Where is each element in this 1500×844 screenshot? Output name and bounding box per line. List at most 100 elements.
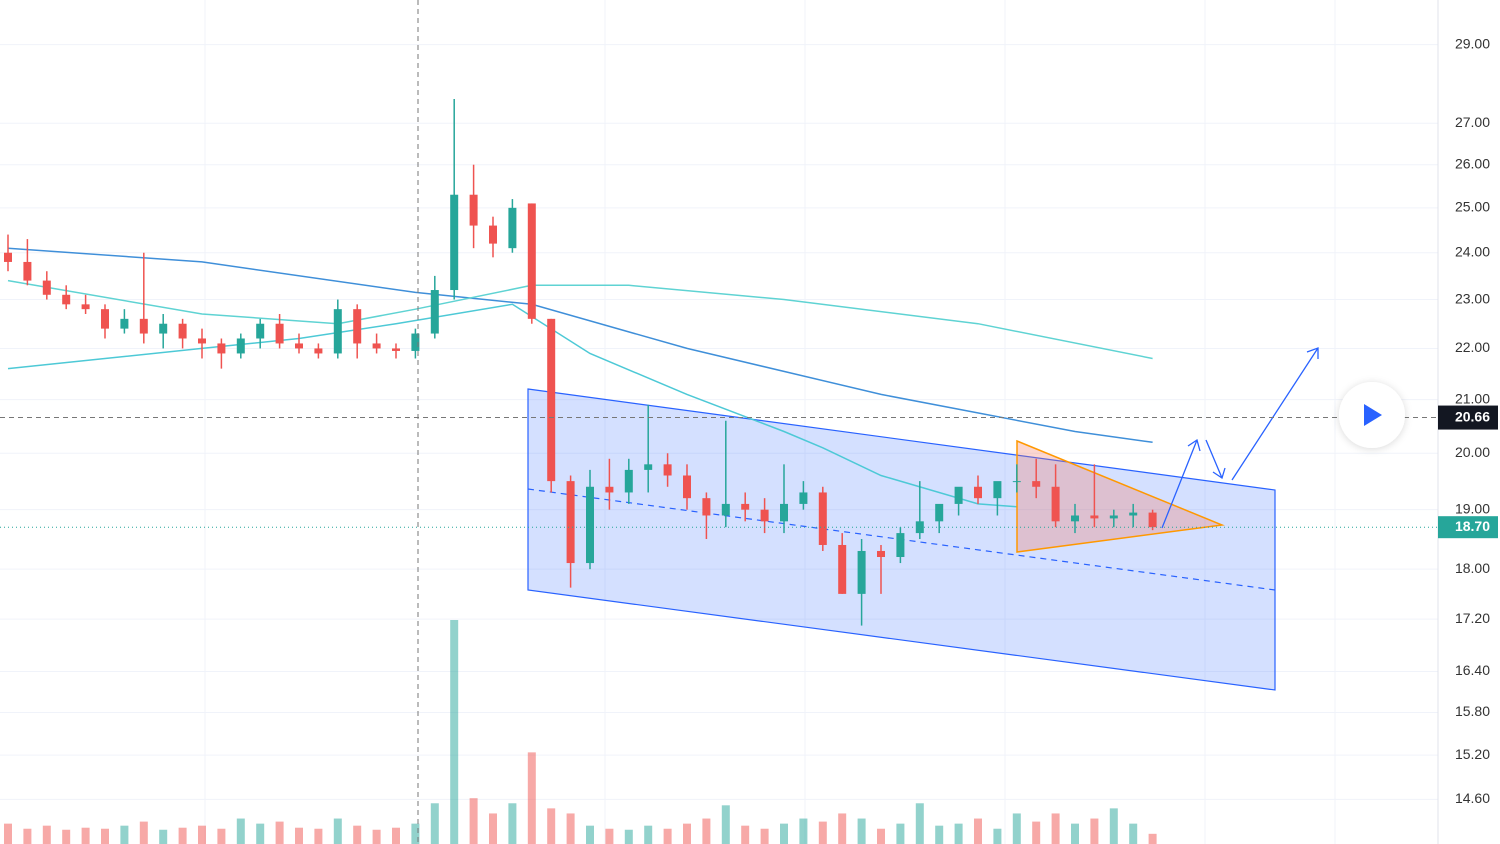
y-tick-label: 23.00	[1455, 290, 1490, 306]
candle-body	[974, 486, 982, 499]
candle-body	[508, 207, 517, 249]
volume-bar	[915, 803, 924, 844]
volume-bar	[198, 825, 206, 844]
volume-bar	[644, 825, 653, 844]
candle-body	[760, 509, 769, 522]
volume-bar	[430, 803, 439, 844]
candle-body	[780, 503, 788, 522]
volume-bar	[547, 808, 556, 844]
candle-body	[877, 550, 885, 558]
volume-bar	[1109, 808, 1118, 844]
candle-body	[527, 203, 536, 319]
candle-body	[1032, 481, 1041, 487]
candle-body	[120, 318, 129, 329]
volume-bar	[974, 818, 982, 844]
volume-bar	[139, 821, 148, 844]
volume-bar	[1148, 833, 1157, 844]
candle-body	[663, 464, 672, 476]
arrow-head	[1187, 438, 1201, 452]
axis-labels: 29.00 27.00 26.00 25.00 24.00 23.00 22.00 21.00…	[1455, 35, 1490, 806]
volume-bar	[702, 818, 711, 844]
candle-body	[993, 481, 1002, 499]
candle-body	[838, 544, 847, 594]
volume	[4, 620, 1157, 844]
volume-bar	[721, 805, 730, 844]
y-tick-label: 19.00	[1455, 500, 1490, 516]
volume-bar	[877, 828, 885, 844]
volume-bar	[333, 818, 342, 844]
volume-bar	[605, 828, 614, 844]
volume-bar	[857, 818, 866, 844]
arrow	[1231, 347, 1319, 481]
candle-body	[1051, 486, 1060, 522]
candle-body	[566, 481, 575, 564]
volume-bar	[935, 825, 944, 844]
y-tick-label: 21.00	[1455, 390, 1490, 406]
candle-body	[450, 194, 459, 291]
volume-bar	[450, 620, 459, 844]
y-tick-label: 20.00	[1455, 444, 1490, 460]
volume-bar	[1032, 821, 1041, 844]
volume-bar	[81, 827, 90, 844]
y-tick-label: 15.80	[1455, 703, 1490, 719]
candle-body	[178, 323, 187, 339]
volume-bar	[101, 828, 109, 844]
candle-body	[23, 261, 32, 281]
volume-bar	[1071, 823, 1079, 844]
candle-body	[935, 503, 944, 522]
crosshair-price-label: 20.66	[1455, 408, 1490, 424]
y-tick-label: 16.40	[1455, 662, 1490, 678]
crosshair-price-box	[1438, 405, 1498, 430]
arrow-head	[1212, 467, 1226, 480]
volume-bar	[217, 828, 226, 844]
candle-body	[683, 475, 691, 499]
candle-body	[799, 492, 808, 504]
volume-bar	[624, 829, 633, 844]
candle-body	[392, 348, 400, 351]
y-tick-label: 18.00	[1455, 560, 1490, 576]
candle-body	[1148, 512, 1157, 528]
candle-body	[159, 323, 168, 334]
arrows	[1161, 347, 1319, 529]
candle-body	[372, 343, 381, 349]
candle-body	[217, 343, 226, 354]
candle-body	[1090, 515, 1099, 519]
volume-bar	[178, 827, 187, 844]
candle-body	[256, 323, 265, 339]
volume-bar	[295, 827, 303, 844]
candle-body	[721, 503, 730, 516]
volume-bar	[741, 825, 750, 844]
arrow-head	[1306, 347, 1319, 359]
candle-body	[857, 550, 866, 594]
candle-body	[702, 498, 711, 516]
grid	[0, 44, 1438, 800]
volume-bar	[314, 828, 323, 844]
volume-bar	[489, 813, 497, 844]
volume-bar	[411, 823, 420, 844]
volume-bar	[527, 752, 536, 844]
volume-bar	[469, 798, 478, 844]
y-tick-label: 27.00	[1455, 114, 1490, 130]
last-price-label: 18.70	[1455, 518, 1490, 534]
candle-body	[586, 486, 594, 564]
candle-body	[333, 309, 342, 354]
moving-average	[7, 247, 1153, 444]
volume-bar	[1051, 813, 1060, 844]
volume-bar	[1129, 823, 1138, 844]
triangle	[1016, 439, 1225, 553]
candle-body	[236, 338, 245, 354]
y-tick-label: 24.00	[1455, 243, 1490, 259]
candle-body	[295, 343, 303, 349]
candle-body	[741, 503, 750, 510]
last-price-box	[1438, 516, 1498, 539]
candle-body	[954, 486, 963, 504]
volume-bar	[663, 828, 672, 844]
volume-bar	[818, 821, 827, 844]
candle-body	[101, 309, 109, 329]
overlay	[0, 417, 1438, 528]
y-tick-label: 22.00	[1455, 339, 1490, 355]
play-icon[interactable]	[1364, 404, 1382, 426]
candle-body	[275, 323, 284, 344]
arrow	[1205, 439, 1223, 479]
